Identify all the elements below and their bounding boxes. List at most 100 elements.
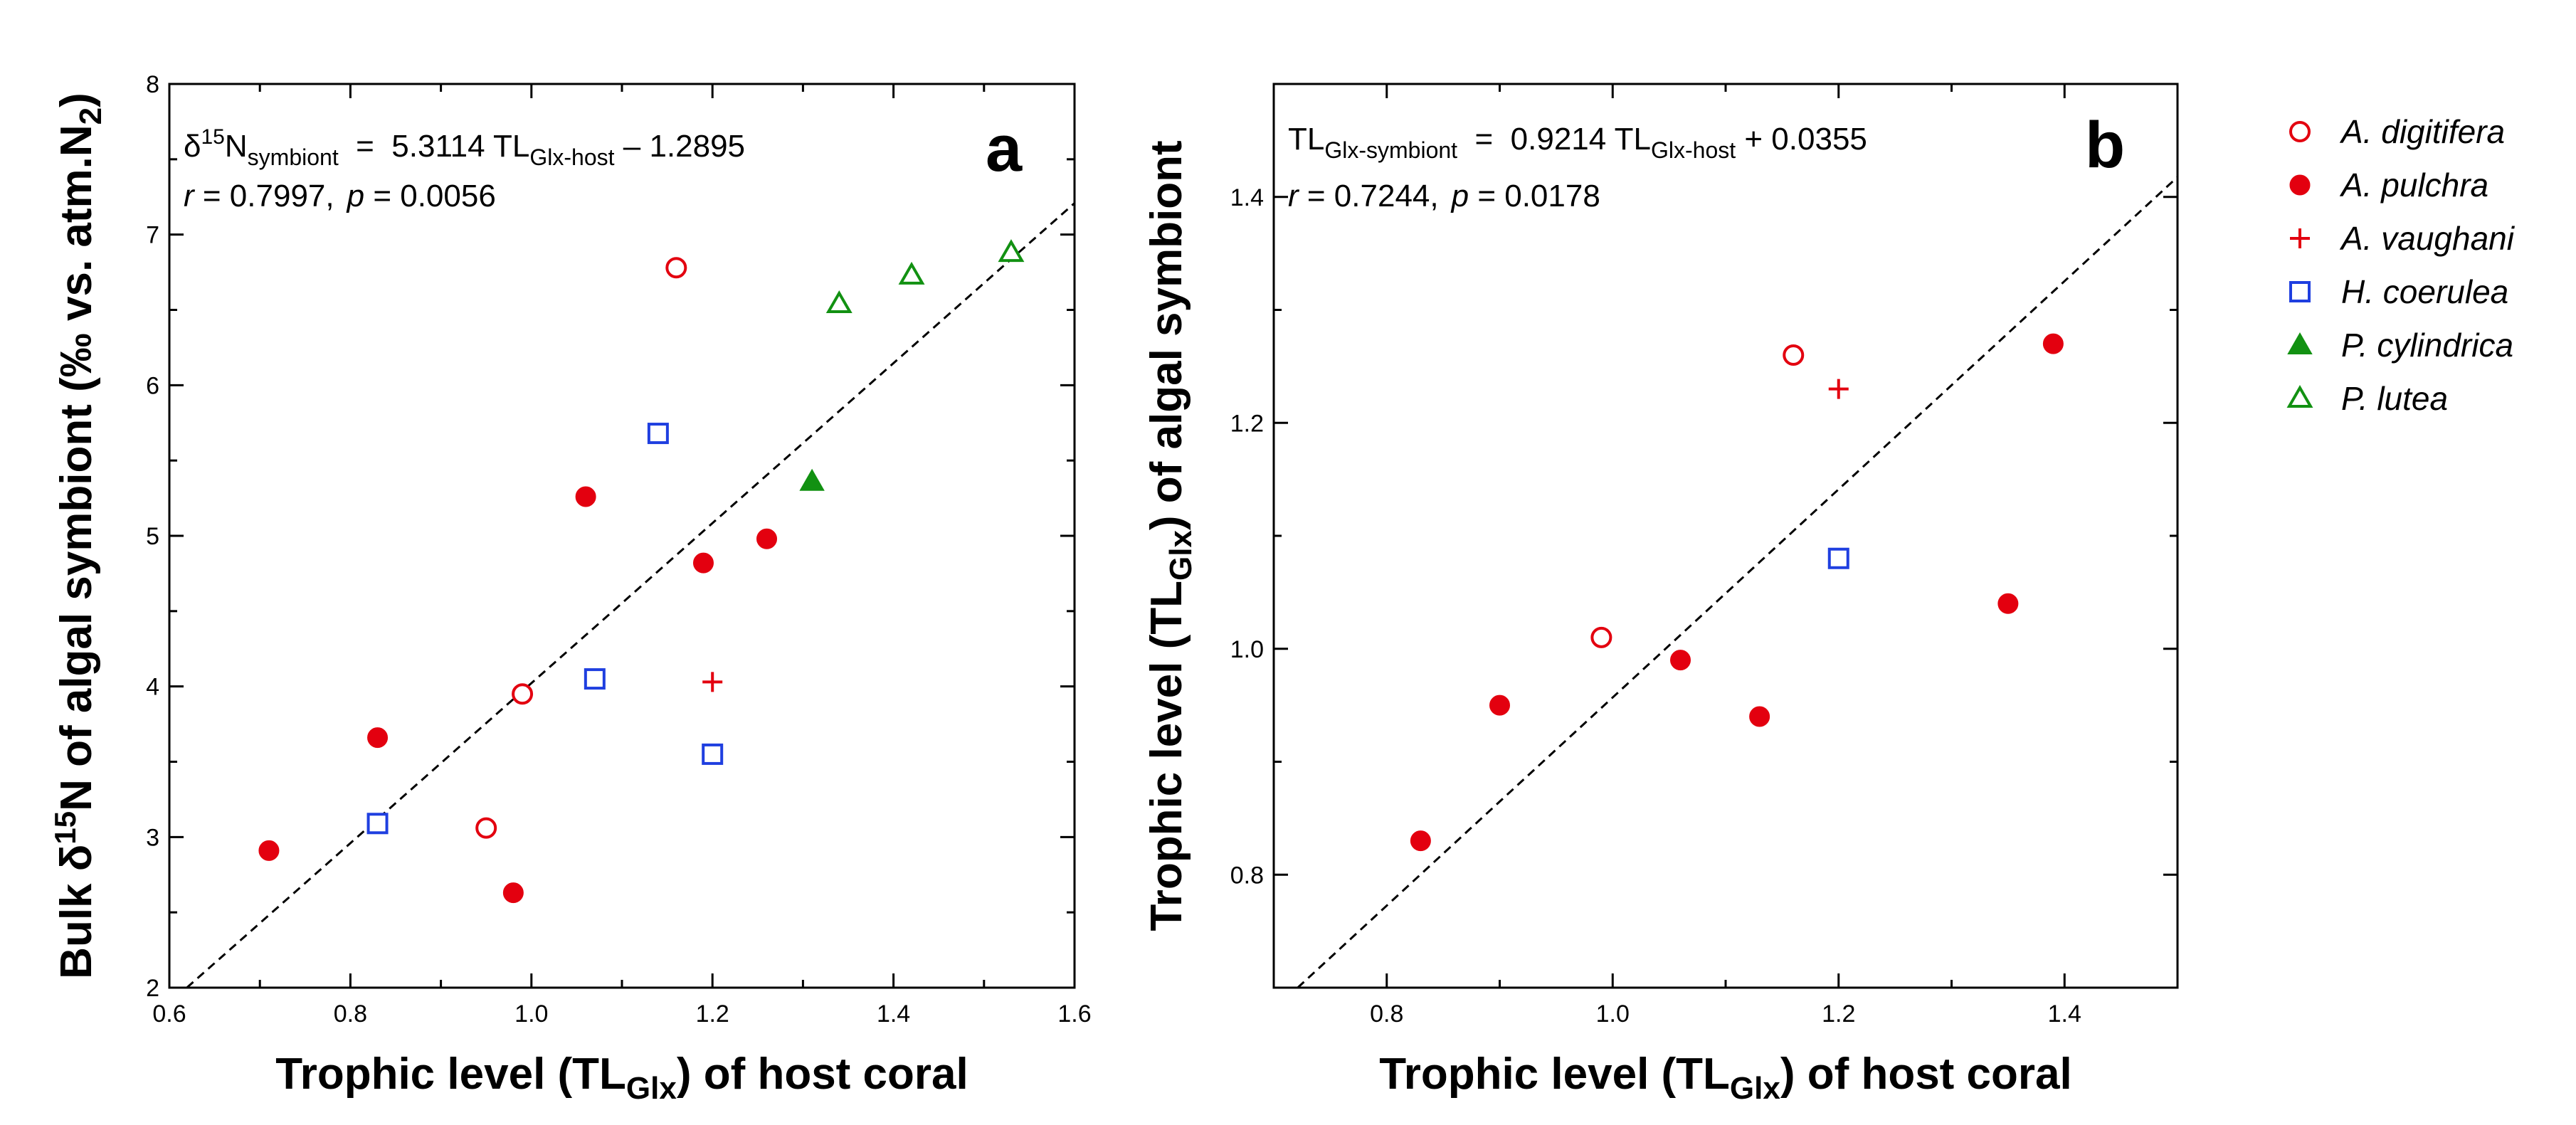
panel-a-equation: δ15Nsymbiont = 5.3114 TLGlx-host – 1.289…	[184, 125, 745, 170]
panel-a-ytick-label: 8	[146, 71, 159, 98]
stats-a-r-value: = 0.7997,	[194, 179, 334, 213]
panel-a-ticks: 0.6 0.8 1.0 1.2 1.4 1.6 2 3 4 5 6 7 8	[146, 71, 1092, 1028]
panel-a-point-a-pulchra	[756, 528, 778, 549]
panel-b-point-a-pulchra	[2042, 333, 2064, 354]
panel-b-ylabel: Trophic level (TLGlx) of algal symbiont	[1142, 140, 1198, 931]
legend-marker-h-coerulea	[2289, 281, 2311, 302]
legend-marker-a-pulchra	[2289, 174, 2311, 196]
panel-b-ytick-label: 1.4	[1230, 184, 1264, 211]
eq-a-rhs-tail: – 1.2895	[615, 129, 746, 164]
panel-b-xlabel: Trophic level (TLGlx) of host coral	[1379, 1050, 2071, 1106]
panel-b-ticks: 0.8 1.0 1.2 1.4 0.8 1.0 1.2 1.4	[1230, 83, 2179, 1028]
panel-a-points	[258, 239, 1025, 904]
panel-b-point-a-pulchra	[1670, 650, 1691, 671]
panel-a-point-a-pulchra	[258, 840, 280, 861]
eq-b-lhs-sub: Glx-symbiont	[1324, 137, 1457, 163]
panel-a-fit-line	[186, 202, 1075, 989]
panel-a-ylabel: Bulk δ15N of algal symbiont (‰ vs. atm.N…	[48, 93, 108, 979]
panel-b-ytick-label: 1.0	[1230, 636, 1264, 663]
eq-b-rhs-tail: + 0.0355	[1736, 122, 1867, 157]
panel-a-point-p-lutea	[998, 239, 1025, 263]
panel-b-point-a-pulchra	[1997, 593, 2019, 614]
panel-a-xtick-label: 0.8	[334, 1000, 367, 1028]
panel-b-xtick-label: 1.2	[1822, 1000, 1855, 1028]
legend-marker-a-digitifera	[2289, 121, 2311, 142]
panel-b-point-a-digitifera	[1590, 626, 1612, 648]
panel-a-ytick-label: 7	[146, 222, 159, 249]
panel-b-point-a-pulchra	[1489, 694, 1510, 716]
panel-b-xtick-label: 0.8	[1370, 1000, 1403, 1028]
panel-b-frame	[1272, 83, 2179, 989]
ylabel-a-sup: 15	[48, 811, 82, 845]
panel-a-point-a-pulchra	[575, 486, 596, 507]
panel-a-xtick-label: 1.0	[514, 1000, 548, 1028]
panel-b-point-h-coerulea	[1827, 547, 1849, 569]
panel-a-point-a-pulchra	[502, 882, 524, 904]
panel-a-point-h-coerulea	[702, 743, 724, 765]
panel-a-point-h-coerulea	[647, 423, 669, 445]
panel-a-ytick-label: 2	[146, 975, 159, 1002]
panel-a-label: a	[986, 112, 1023, 185]
panel-a-frame	[168, 83, 1076, 989]
ylabel-a-sub: 2	[73, 107, 108, 125]
xlabel-b-rest: ) of host coral	[1780, 1050, 2072, 1099]
ylabel-a-mid: N of algal symbiont (‰ vs. atm.N	[52, 125, 101, 811]
stats-b-p-label: p	[1450, 179, 1469, 213]
panel-a-xlabel: Trophic level (TLGlx) of host coral	[275, 1050, 968, 1106]
eq-a-lhs-main: N	[225, 129, 248, 164]
panel-b-points	[1410, 333, 2064, 852]
ylabel-b-post: ) of algal symbiont	[1142, 140, 1191, 530]
legend-label-p-lutea: P. lutea	[2341, 380, 2448, 417]
stats-b-r-value: = 0.7244,	[1299, 179, 1439, 213]
legend: A. digitifera A. pulchra A. vaughani H. coe…	[2286, 113, 2516, 417]
panel-b-ytick-label: 1.2	[1230, 410, 1264, 437]
eq-a-lhs-sub: symbiont	[248, 144, 339, 170]
legend-label-h-coerulea: H. coerulea	[2341, 273, 2508, 310]
eq-a-eq: = 5.3114 TL	[339, 129, 530, 164]
panel-b-point-a-pulchra	[1749, 706, 1770, 727]
ylabel-b-pre: Trophic level (TL	[1142, 581, 1191, 931]
panel-a-point-a-digitifera	[512, 683, 534, 705]
panel-a-ytick-label: 6	[146, 372, 159, 399]
stats-b-r-label: r	[1288, 179, 1300, 213]
panel-a-point-a-pulchra	[367, 727, 389, 749]
panel-a-xtick-label: 0.6	[152, 1000, 186, 1028]
panel-b-equation: TLGlx-symbiont = 0.9214 TLGlx-host + 0.0…	[1288, 122, 1867, 163]
stats-a-p-label: p	[346, 179, 364, 213]
legend-marker-p-cylindrica	[2287, 332, 2313, 354]
xlabel-b-main: Trophic level (TL	[1379, 1050, 1730, 1099]
legend-label-a-pulchra: A. pulchra	[2339, 167, 2488, 204]
ylabel-b-sub: Glx	[1163, 530, 1198, 581]
panel-b-xtick-label: 1.0	[1596, 1000, 1630, 1028]
panel-a-xtick-label: 1.6	[1057, 1000, 1091, 1028]
panel-a-point-h-coerulea	[366, 813, 389, 835]
panel-b-point-a-digitifera	[1783, 344, 1805, 366]
panel-b-fit-line	[1297, 176, 2179, 989]
panel-b-stats: r = 0.7244, p = 0.0178	[1288, 179, 1600, 213]
panel-a-ytick-label: 3	[146, 824, 159, 851]
panel-a-xtick-label: 1.4	[877, 1000, 910, 1028]
panel-a-point-a-vaughani	[702, 672, 723, 692]
panel-a-point-a-digitifera	[475, 817, 497, 839]
panel-b-point-a-pulchra	[1410, 830, 1431, 852]
xlabel-a-rest: ) of host coral	[677, 1050, 968, 1099]
panel-a-point-p-lutea	[898, 261, 925, 285]
panel-b-ytick-label: 0.8	[1230, 862, 1264, 889]
eq-b-rhs-sub: Glx-host	[1651, 137, 1736, 163]
panel-b-xtick-label: 1.4	[2048, 1000, 2081, 1028]
stats-a-r-label: r	[184, 179, 196, 213]
stats-b-p-value: = 0.0178	[1469, 179, 1600, 213]
panel-b: 0.8 1.0 1.2 1.4 0.8 1.0 1.2 1.4 TLGlx-symbiont …	[1142, 83, 2179, 1106]
panel-a-xtick-label: 1.2	[696, 1000, 729, 1028]
panel-a-ytick-label: 5	[146, 523, 159, 550]
ylabel-a-pre: Bulk δ	[52, 845, 101, 979]
panel-a-point-p-lutea	[825, 290, 852, 314]
panel-b-label: b	[2085, 109, 2125, 181]
panel-b-point-a-vaughani	[1828, 379, 1849, 399]
legend-label-a-vaughani: A. vaughani	[2339, 220, 2516, 257]
eq-b-lhs: TL	[1288, 122, 1324, 157]
panel-a-stats: r = 0.7997, p = 0.0056	[184, 179, 496, 213]
ylabel-a-post: )	[52, 93, 101, 107]
